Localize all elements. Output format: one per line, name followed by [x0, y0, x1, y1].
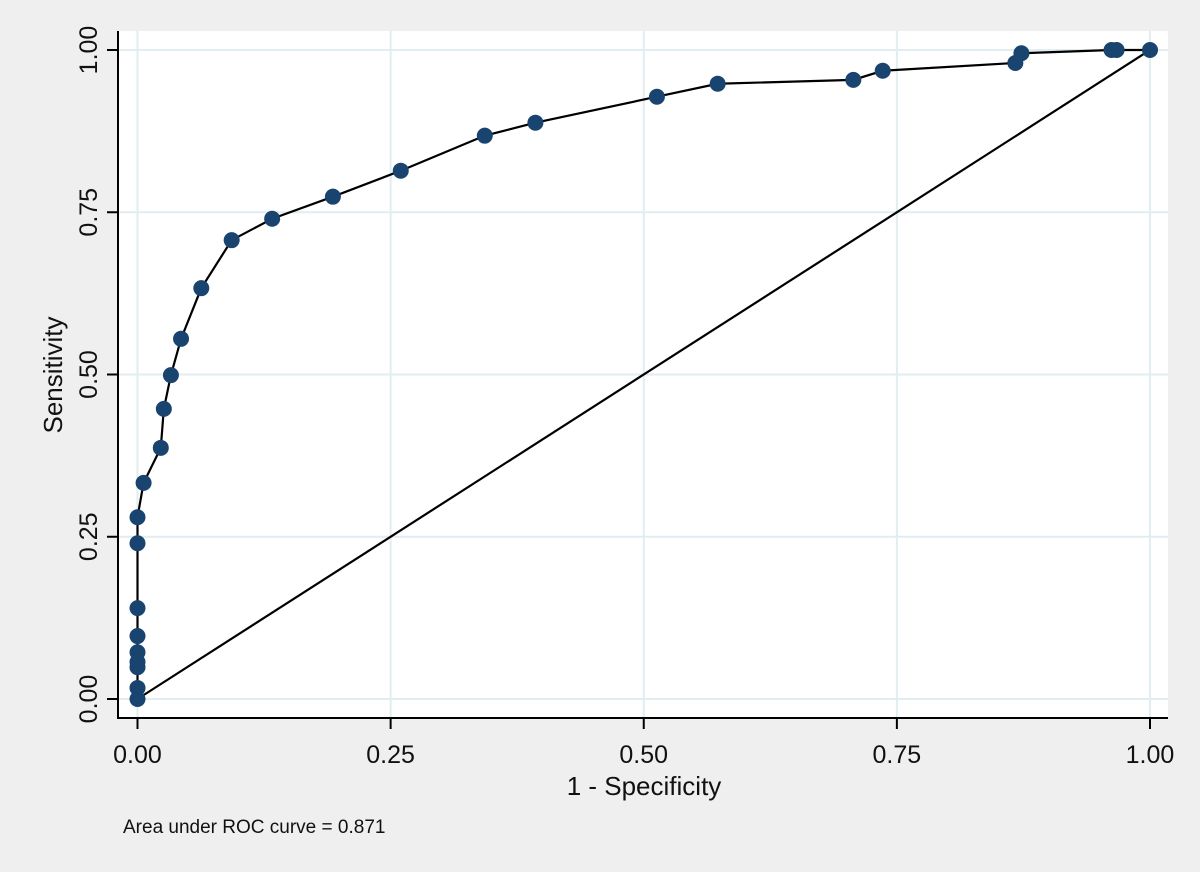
data-point	[1108, 42, 1125, 58]
data-point	[845, 71, 862, 88]
x-tick-label: 0.25	[366, 741, 415, 769]
data-point	[173, 330, 190, 347]
y-axis-title: Sensitivity	[38, 316, 68, 433]
data-point	[129, 509, 146, 526]
data-point	[129, 679, 146, 696]
x-tick-label: 0.75	[873, 741, 922, 769]
data-point	[1142, 42, 1158, 58]
x-tick-label: 0.00	[113, 741, 162, 769]
data-point	[193, 280, 210, 297]
x-axis-ticks: 0.00 0.25 0.50 0.75 1.00	[113, 718, 1174, 769]
data-point	[392, 162, 409, 179]
data-point	[527, 114, 544, 131]
data-point	[129, 600, 146, 617]
y-tick-label: 0.50	[75, 350, 103, 399]
data-point	[129, 644, 146, 661]
data-point	[476, 127, 493, 144]
reference-line	[136, 49, 1151, 700]
data-point	[324, 188, 341, 205]
data-point	[152, 439, 169, 456]
y-tick-label: 1.00	[75, 26, 103, 75]
data-point	[155, 400, 172, 417]
data-point	[874, 62, 891, 79]
data-point	[709, 75, 726, 92]
y-tick-label: 0.75	[75, 188, 103, 237]
x-tick-label: 1.00	[1126, 741, 1175, 769]
data-point	[129, 535, 146, 552]
y-axis-ticks: 0.00 0.25 0.50 0.75 1.00	[75, 26, 118, 724]
data-point	[129, 691, 146, 707]
auc-note: Area under ROC curve = 0.871	[123, 817, 385, 838]
data-point	[162, 367, 179, 384]
x-tick-label: 0.50	[619, 741, 668, 769]
y-tick-label: 0.00	[75, 675, 103, 724]
data-point	[264, 210, 281, 227]
data-point	[223, 232, 240, 249]
y-tick-label: 0.25	[75, 512, 103, 561]
data-point	[1013, 45, 1030, 62]
data-point	[648, 88, 665, 105]
data-point	[135, 474, 152, 491]
x-axis-title: 1 - Specificity	[567, 771, 722, 801]
data-point	[129, 628, 146, 645]
series-layer	[129, 42, 1158, 707]
